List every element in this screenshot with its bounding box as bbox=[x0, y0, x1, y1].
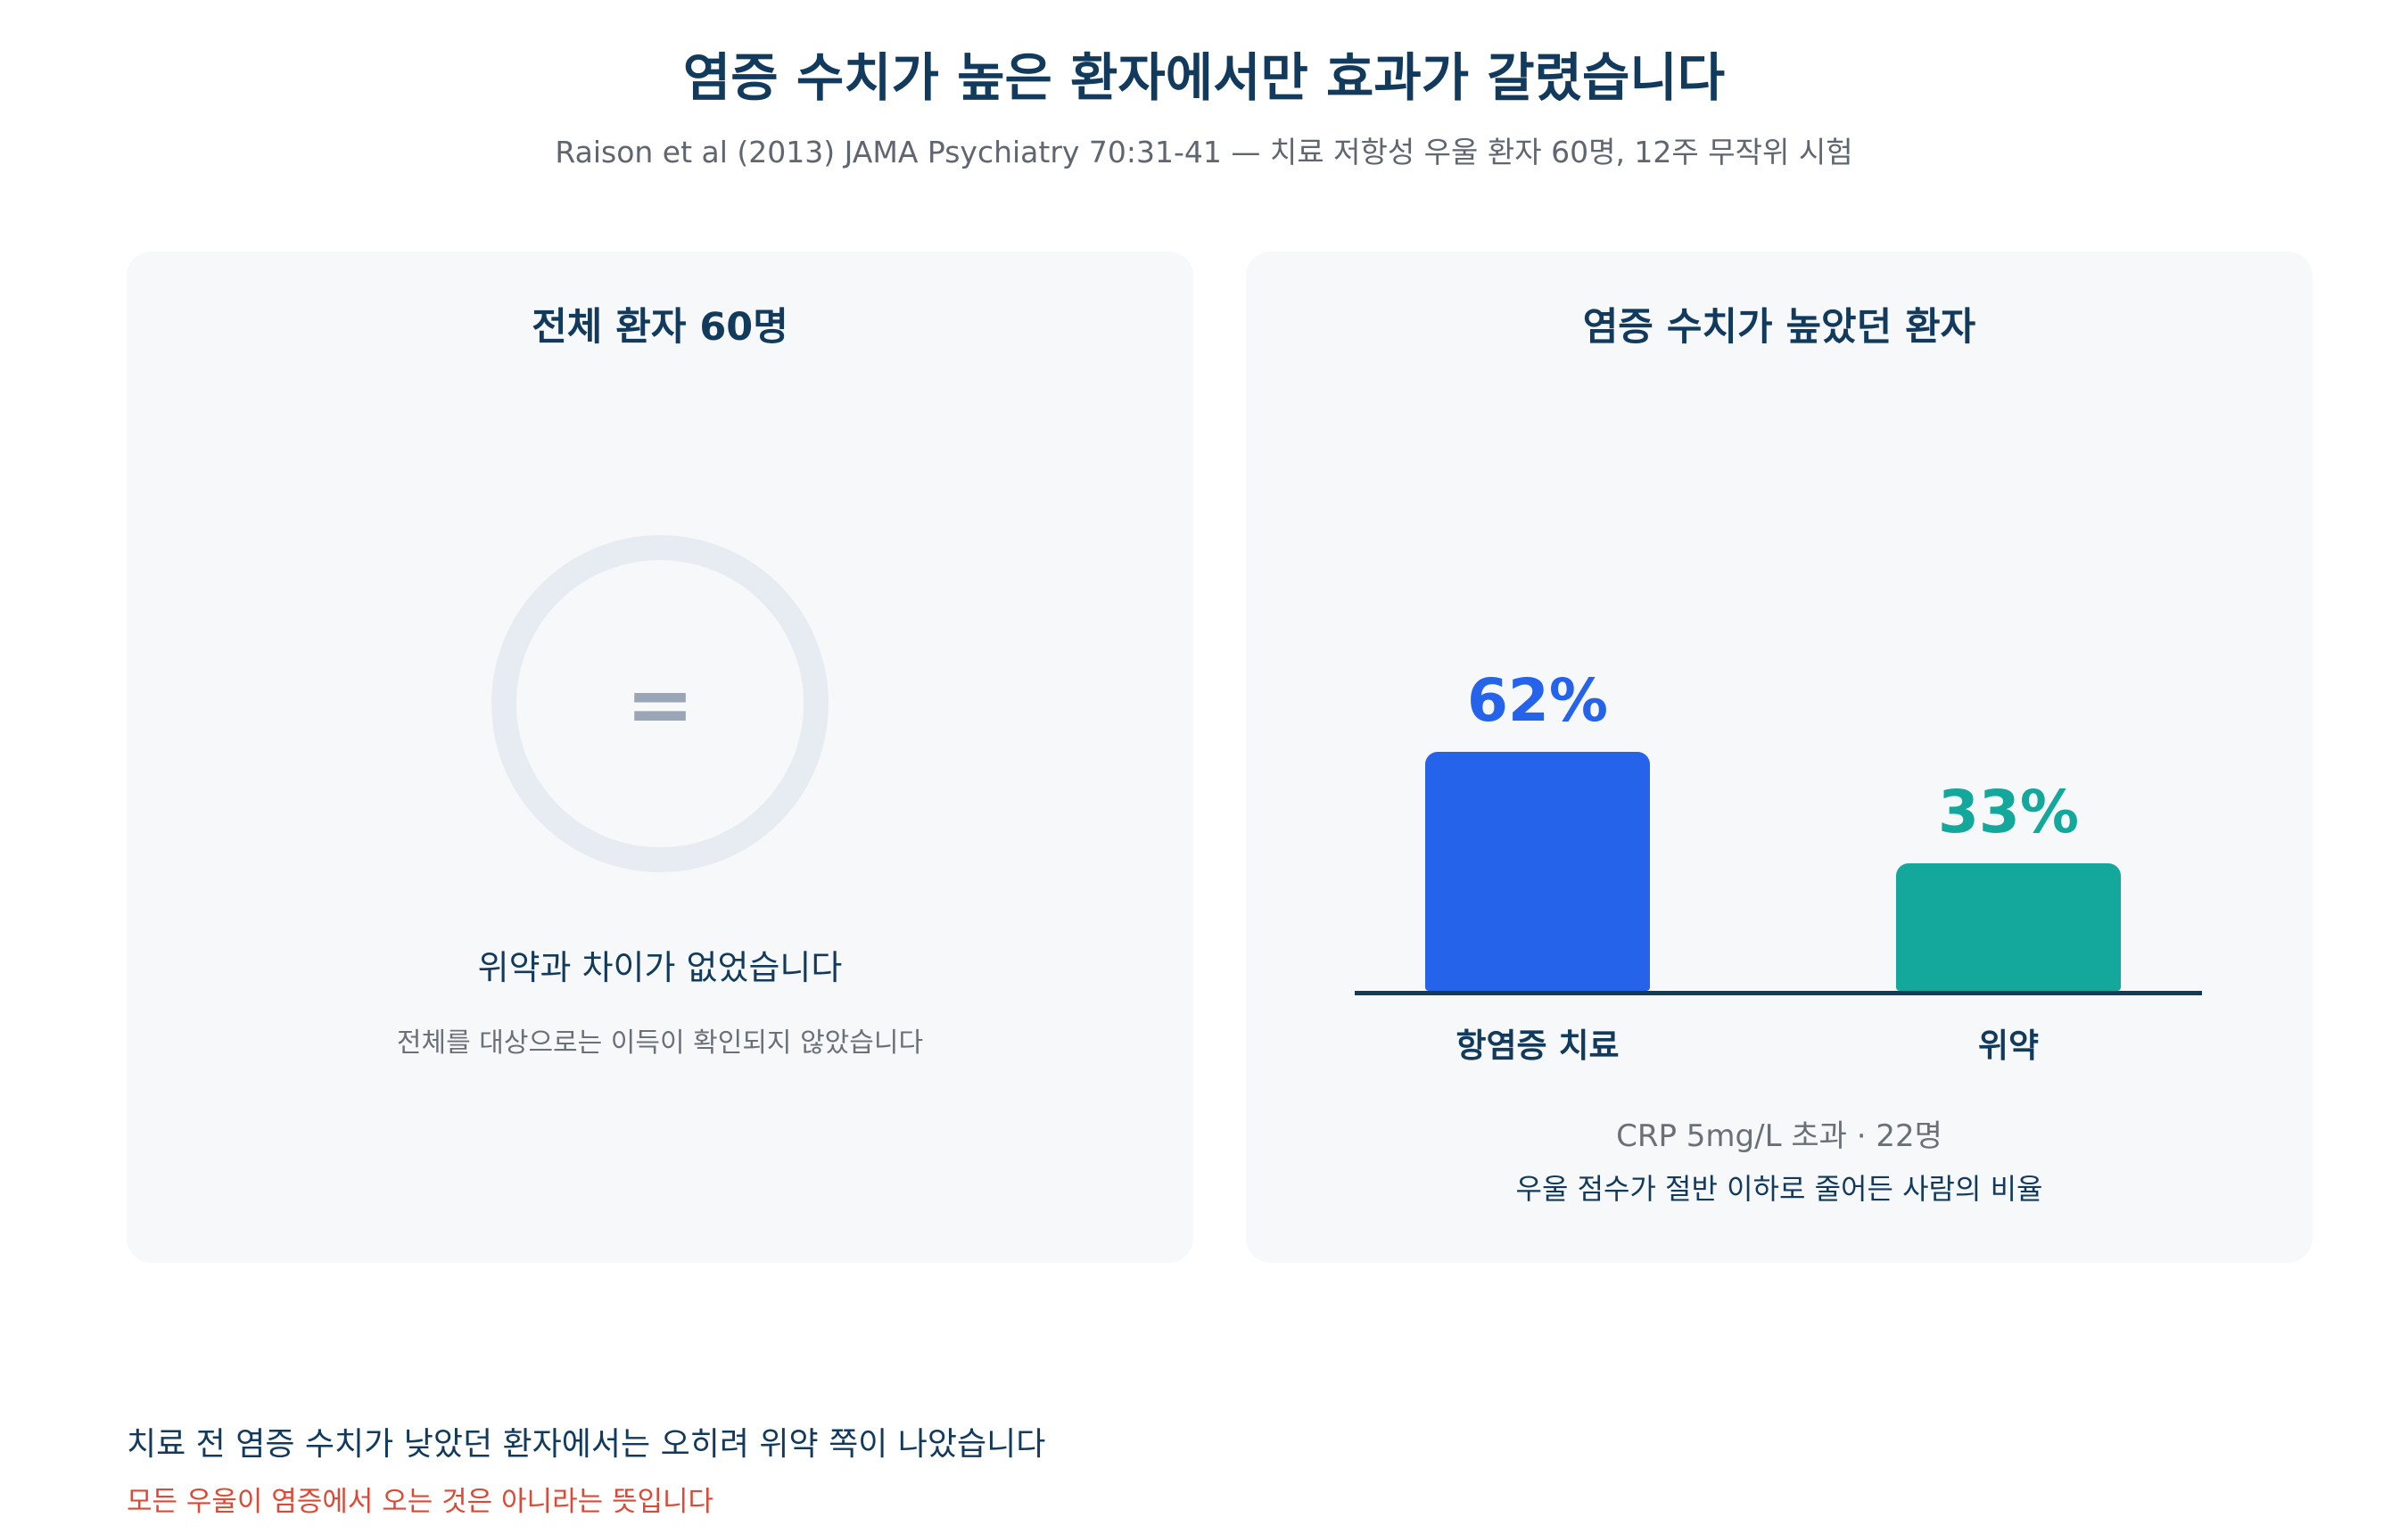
high-inflammation-panel-title: 염증 수치가 높았던 환자 bbox=[1582, 305, 1976, 350]
footer-takeaway: 모든 우울이 염증에서 오는 것은 아니라는 뜻입니다 bbox=[127, 1486, 714, 1518]
no-difference-headline: 위약과 차이가 없었습니다 bbox=[477, 948, 843, 987]
no-difference-subtext: 전체를 대상으로는 이득이 확인되지 않았습니다 bbox=[396, 1027, 924, 1059]
subgroup-caption: CRP 5mg/L 초과 · 22명 bbox=[1616, 1118, 1942, 1154]
bar-value-label-2: 33% bbox=[1938, 778, 2079, 847]
chart-baseline bbox=[1355, 991, 2202, 995]
page-title: 염증 수치가 높은 환자에서만 효과가 갈렸습니다 bbox=[682, 47, 1726, 108]
bar-2 bbox=[1896, 863, 2121, 991]
equal-circle-icon: = bbox=[491, 535, 829, 872]
page-subtitle: Raison et al (2013) JAMA Psychiatry 70:3… bbox=[555, 135, 1853, 169]
overall-panel-title: 전체 환자 60명 bbox=[532, 305, 788, 350]
bar-value-label-1: 62% bbox=[1467, 666, 1608, 736]
overall-panel: 전체 환자 60명 = 위약과 차이가 없었습니다 전체를 대상으로는 이득이 … bbox=[127, 252, 1193, 1263]
category-label-1: 항염증 치료 bbox=[1456, 1027, 1620, 1065]
footer-finding: 치료 전 염증 수치가 낮았던 환자에서는 오히려 위약 쪽이 나았습니다 bbox=[127, 1426, 1046, 1463]
bar-1 bbox=[1425, 752, 1650, 991]
category-label-2: 위약 bbox=[1977, 1027, 2040, 1065]
metric-note: 우울 점수가 절반 이하로 줄어든 사람의 비율 bbox=[1515, 1172, 2043, 1206]
high-inflammation-panel: 염증 수치가 높았던 환자 CRP 5mg/L 초과 · 22명 우울 점수가 … bbox=[1246, 252, 2313, 1263]
equals-symbol: = bbox=[625, 656, 695, 752]
